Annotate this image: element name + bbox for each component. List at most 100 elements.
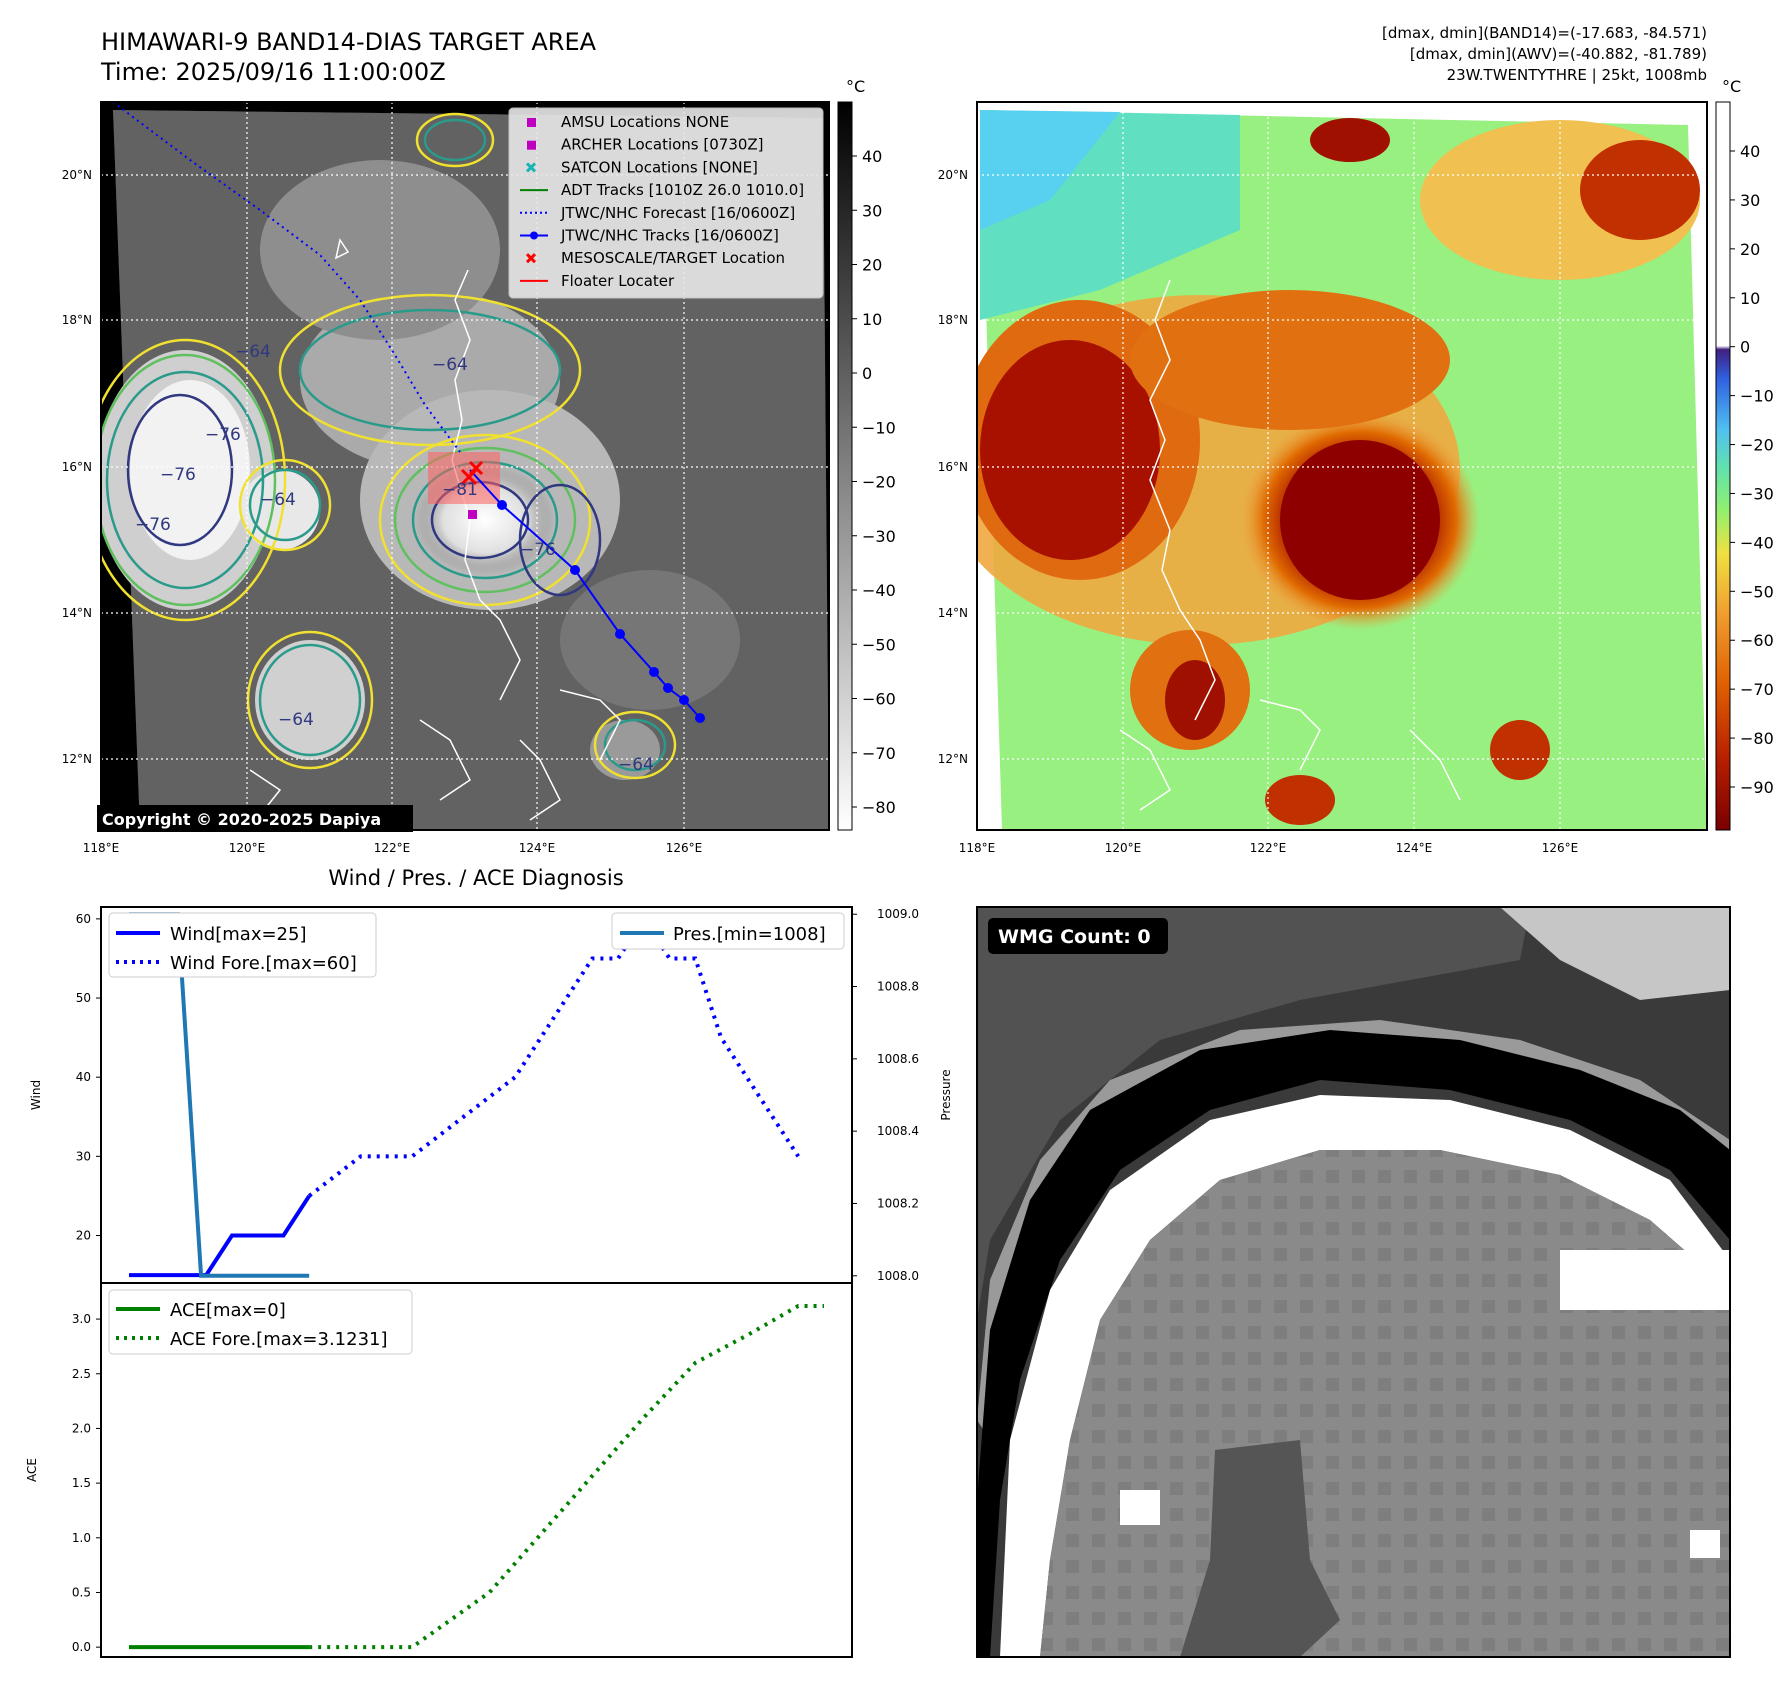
wind-pressure-chart: Wind Pressure 20 30 40 50 60 1008.0 1008.2 100…	[29, 906, 953, 1284]
colorbar-tick-label: 20	[1740, 240, 1760, 259]
ace-legend: ACE[max=0] ACE Fore.[max=3.1231]	[108, 1289, 413, 1355]
lon-tick: 124°E	[1396, 841, 1433, 855]
lat-tick: 18°N	[938, 313, 968, 327]
wind-tick-label: 20	[76, 1229, 91, 1243]
colorbar-tick-label: −30	[1740, 484, 1774, 503]
contour-label: −76	[160, 465, 196, 485]
contour-label: −64	[260, 490, 296, 510]
ace-tick-label: 0.0	[72, 1640, 91, 1654]
colorbar-tick-label: 30	[862, 201, 882, 220]
wind-tick-label: 60	[76, 912, 91, 926]
lon-tick: 120°E	[229, 841, 266, 855]
legend-entry: ARCHER Locations [0730Z]	[527, 136, 764, 154]
pressure-tick-label: 1008.8	[877, 980, 919, 994]
colorbar-tick-label: −20	[862, 473, 896, 492]
pressure-tick-label: 1008.2	[877, 1196, 919, 1210]
ace-tick-label: 2.5	[72, 1367, 91, 1381]
pressure-axis-label: Pressure	[939, 1069, 953, 1120]
dmax-dmin-band14: [dmax, dmin](BAND14)=(-17.683, -84.571)	[1382, 24, 1707, 42]
wv-map-panel	[976, 101, 1708, 831]
lat-tick: 12°N	[62, 752, 92, 766]
legend-entry-label: MESOSCALE/TARGET Location	[561, 249, 785, 267]
legend-entry: JTWC/NHC Tracks [16/0600Z]	[520, 227, 779, 245]
wind-axis-label: Wind	[29, 1080, 43, 1110]
legend-pressure: Pres.[min=1008]	[673, 924, 826, 945]
pressure-tick-label: 1008.4	[877, 1124, 919, 1138]
lat-tick: 20°N	[62, 168, 92, 182]
mesoscale-target-marker	[460, 460, 484, 486]
contour-label: −64	[618, 755, 654, 775]
colorbar-tick-label: −50	[1740, 582, 1774, 601]
wmg-panel: WMG Count: 0	[976, 906, 1731, 1658]
wmg-count-label: WMG Count: 0	[998, 926, 1151, 948]
lat-tick: 14°N	[938, 606, 968, 620]
lon-tick: 126°E	[1542, 841, 1579, 855]
pressure-tick-label: 1008.0	[877, 1269, 919, 1283]
legend-wind: Wind[max=25]	[170, 924, 307, 945]
wind-legend: Wind[max=25] Wind Fore.[max=60]	[108, 912, 377, 978]
legend-square-icon	[527, 140, 536, 150]
colorbar-tick-label: 40	[862, 147, 882, 166]
ir-colorbar: °C 40 30 20 10 0 −10 −20 −30 −40 −50 −60 −70 −80	[837, 77, 896, 831]
pressure-tick-label: 1009.0	[877, 907, 919, 921]
wind-line	[129, 1194, 311, 1278]
colorbar-tick-label: 30	[1740, 191, 1760, 210]
wind-tick-label: 40	[76, 1070, 91, 1084]
ir-colorbar-unit: °C	[846, 77, 865, 96]
legend-x-icon	[525, 253, 537, 264]
legend-entry-label: JTWC/NHC Tracks [16/0600Z]	[560, 227, 779, 245]
dmax-dmin-awv: [dmax, dmin](AWV)=(-40.882, -81.789)	[1410, 45, 1707, 63]
ace-tick-label: 3.0	[72, 1312, 91, 1326]
diagnosis-title: Wind / Pres. / ACE Diagnosis	[328, 866, 623, 890]
legend-entry: ADT Tracks [1010Z 26.0 1010.0]	[520, 181, 804, 199]
figure-title: HIMAWARI-9 BAND14-DIAS TARGET AREA	[101, 28, 597, 56]
legend-entry-label: JTWC/NHC Forecast [16/0600Z]	[560, 204, 795, 222]
contour-label: −76	[520, 540, 556, 560]
colorbar-tick-label: −80	[862, 798, 896, 817]
contour-label: −64	[235, 342, 271, 362]
legend-x-icon	[525, 162, 537, 173]
wv-map-lon-ticks: 118°E 120°E 122°E 124°E 126°E	[959, 841, 1579, 855]
ace-tick-label: 2.0	[72, 1421, 91, 1435]
contour-label: −64	[278, 710, 314, 730]
wind-tick-label: 30	[76, 1149, 91, 1163]
ace-tick-label: 0.5	[72, 1585, 91, 1599]
legend-entry: MESOSCALE/TARGET Location	[525, 249, 785, 267]
wind-forecast-line	[307, 915, 800, 1198]
colorbar-tick-label: 10	[862, 310, 882, 329]
colorbar-tick-label: −10	[862, 418, 896, 437]
colorbar-tick-label: 20	[862, 256, 882, 275]
legend-ace-forecast: ACE Fore.[max=3.1231]	[170, 1329, 388, 1350]
legend-ace: ACE[max=0]	[170, 1300, 286, 1321]
colorbar-tick-label: −20	[1740, 436, 1774, 455]
ace-tick-label: 1.5	[72, 1476, 91, 1490]
wind-tick-label: 50	[76, 991, 91, 1005]
legend-entry: Floater Locater	[520, 272, 675, 290]
lat-tick: 18°N	[62, 313, 92, 327]
legend-entry: AMSU Locations NONE	[527, 113, 729, 131]
copyright-label: Copyright © 2020-2025 Dapiya	[102, 810, 381, 829]
colorbar-tick-label: 0	[862, 364, 872, 383]
lat-tick: 16°N	[62, 460, 92, 474]
lon-tick: 122°E	[1250, 841, 1287, 855]
legend-entry-label: SATCON Locations [NONE]	[561, 158, 758, 176]
ace-axis-label: ACE	[25, 1458, 39, 1482]
ir-map-lon-ticks: 118°E 120°E 122°E 124°E 126°E	[83, 841, 703, 855]
legend-entry-label: Floater Locater	[561, 272, 675, 290]
lon-tick: 118°E	[83, 841, 120, 855]
ace-chart: ACE 0.0 0.5 1.0 1.5 2.0 2.5 3.0 ACE[max=0] ACE…	[25, 1282, 853, 1658]
colorbar-tick-label: −70	[1740, 680, 1774, 699]
colorbar-tick-label: −90	[1740, 778, 1774, 797]
lon-tick: 120°E	[1105, 841, 1142, 855]
contour-label: −76	[135, 515, 171, 535]
lon-tick: 118°E	[959, 841, 996, 855]
colorbar-tick-label: −10	[1740, 387, 1774, 406]
wv-colorbar: °C 40 30 20 10 0 −10 −20 −30 −40 −50 −60 −70 −80 −90	[1715, 77, 1774, 831]
colorbar-tick-label: 10	[1740, 289, 1760, 308]
colorbar-tick-label: 0	[1740, 338, 1750, 357]
lon-tick: 122°E	[374, 841, 411, 855]
legend-wind-forecast: Wind Fore.[max=60]	[170, 953, 357, 974]
storm-info: 23W.TWENTYTHRE | 25kt, 1008mb	[1447, 66, 1707, 84]
legend-entry: JTWC/NHC Forecast [16/0600Z]	[520, 204, 795, 222]
